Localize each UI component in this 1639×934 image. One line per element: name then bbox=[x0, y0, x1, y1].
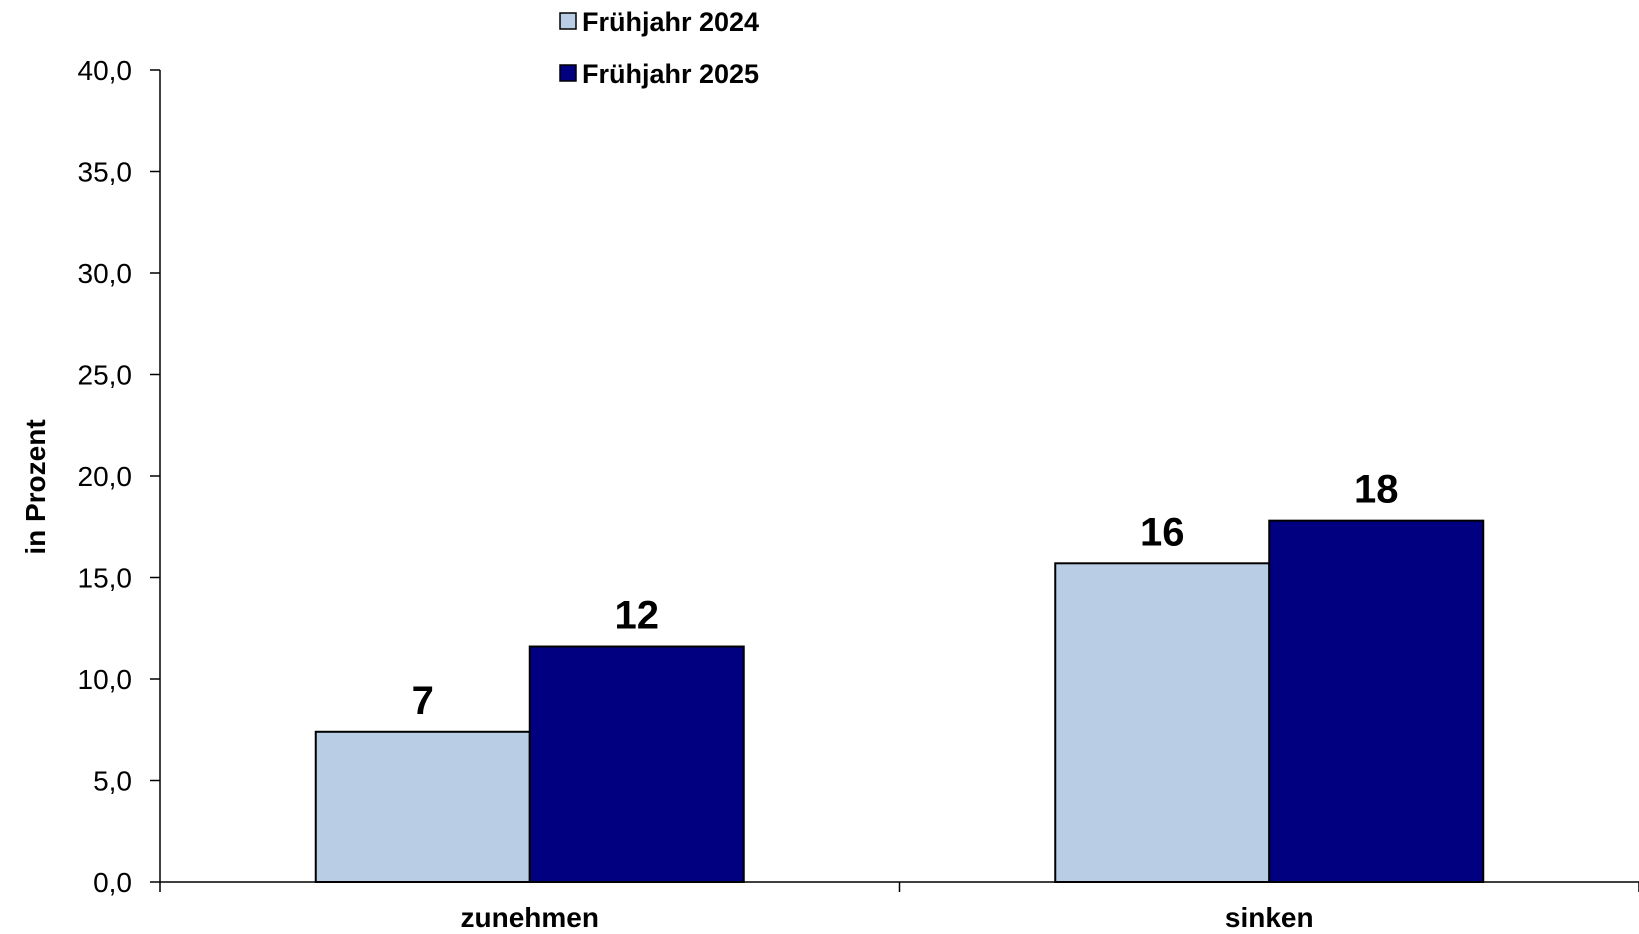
y-tick-label: 0,0 bbox=[93, 867, 132, 898]
y-tick-label: 10,0 bbox=[78, 664, 133, 695]
y-tick-label: 30,0 bbox=[78, 258, 133, 289]
legend: Frühjahr 2024 Frühjahr 2025 bbox=[559, 7, 759, 89]
data-label: 12 bbox=[615, 594, 660, 638]
bar-sinken-series-1 bbox=[1268, 519, 1485, 883]
data-label: 18 bbox=[1354, 468, 1399, 512]
legend-swatch-fruehjahr-2024 bbox=[559, 12, 577, 30]
y-tick-label: 15,0 bbox=[78, 563, 133, 594]
y-tick-label: 40,0 bbox=[78, 55, 133, 86]
y-tick-label: 35,0 bbox=[78, 157, 133, 188]
bar-zunehmen-series-1 bbox=[528, 645, 745, 884]
legend-swatch-fruehjahr-2025 bbox=[559, 64, 577, 82]
category-labels: zunehmen sinken bbox=[461, 902, 1314, 933]
y-tick-label: 25,0 bbox=[78, 360, 133, 391]
y-axis-ticks: 0,0 5,0 10,0 15,0 20,0 25,0 30,0 35,0 40,0 bbox=[78, 55, 160, 898]
category-label-sinken: sinken bbox=[1225, 902, 1314, 933]
y-axis-title: in Prozent bbox=[20, 419, 51, 554]
data-label: 7 bbox=[412, 679, 434, 723]
data-label: 16 bbox=[1140, 510, 1185, 554]
bar-sinken-series-0 bbox=[1054, 562, 1271, 883]
category-label-zunehmen: zunehmen bbox=[461, 902, 599, 933]
bar-zunehmen-series-0 bbox=[314, 730, 531, 884]
bars bbox=[314, 519, 1485, 884]
legend-label-fruehjahr-2024: Frühjahr 2024 bbox=[582, 7, 759, 37]
y-tick-label: 5,0 bbox=[93, 766, 132, 797]
x-axis-ticks bbox=[159, 882, 1639, 892]
y-tick-label: 20,0 bbox=[78, 461, 133, 492]
data-labels: 7 12 16 18 bbox=[412, 468, 1399, 723]
legend-label-fruehjahr-2025: Frühjahr 2025 bbox=[582, 59, 759, 89]
